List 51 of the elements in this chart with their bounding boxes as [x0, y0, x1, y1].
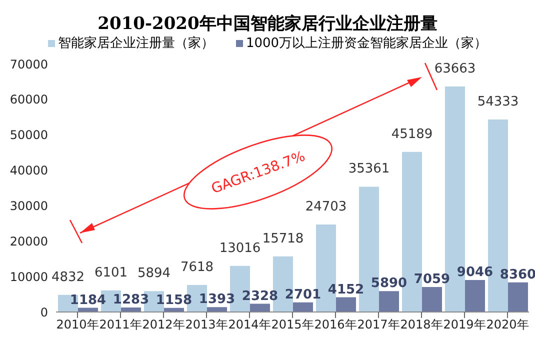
y-tick-label: 10000 — [10, 270, 48, 284]
data-label: 1184 — [70, 292, 106, 308]
x-tick-label: 2010年 — [56, 318, 99, 332]
bar — [293, 302, 313, 312]
data-label: 1283 — [112, 292, 150, 308]
bar — [422, 286, 442, 312]
data-label: 24703 — [305, 199, 347, 214]
data-label: 2328 — [242, 288, 278, 304]
data-label: 7618 — [180, 260, 214, 276]
y-tick-label: 60000 — [10, 92, 48, 107]
y-tick-label: 50000 — [10, 128, 48, 142]
data-label: 54333 — [477, 94, 519, 110]
chart-title: 2010-2020年中国智能家居行业企业注册量 — [96, 13, 438, 34]
bar — [207, 307, 227, 312]
x-tick-label: 2011年 — [99, 318, 142, 332]
y-tick-label: 30000 — [10, 198, 48, 213]
x-tick-label: 2020年 — [486, 318, 529, 332]
data-label: 15718 — [262, 231, 304, 246]
y-tick-label: 70000 — [10, 57, 48, 72]
data-label: 4152 — [328, 282, 364, 298]
data-label: 45189 — [391, 126, 433, 142]
x-tick-label: 2017年 — [357, 318, 400, 332]
data-label: 35361 — [348, 162, 390, 177]
y-tick-label: 40000 — [10, 164, 48, 178]
data-label: 9046 — [456, 264, 494, 280]
legend-label: 1000万以上注册资金智能家居企业（家） — [246, 35, 488, 52]
data-label: 6101 — [94, 265, 128, 280]
y-tick-label: 0 — [40, 305, 48, 320]
data-label: 2701 — [284, 287, 322, 302]
x-tick-label: 2014年 — [228, 318, 271, 332]
data-label: 1158 — [156, 292, 192, 308]
y-tick-label: 20000 — [10, 234, 48, 248]
data-label: 5894 — [137, 266, 171, 282]
bar — [379, 291, 399, 312]
x-tick-label: 2016年 — [314, 318, 357, 332]
x-tick-label: 2015年 — [271, 318, 314, 332]
data-label: 7059 — [414, 272, 450, 287]
bar — [336, 297, 356, 312]
data-label: 5890 — [370, 276, 408, 292]
x-tick-label: 2013年 — [185, 318, 228, 332]
x-tick-label: 2012年 — [142, 318, 185, 332]
x-tick-label: 2018年 — [400, 318, 443, 332]
data-label: 13016 — [219, 240, 261, 256]
data-label: 4832 — [51, 270, 85, 285]
legend-label: 智能家居企业注册量（家） — [58, 35, 214, 52]
data-label: 63663 — [434, 61, 476, 76]
bar — [465, 280, 485, 312]
x-tick-label: 2019年 — [443, 318, 486, 332]
bar — [250, 304, 270, 312]
bar — [508, 282, 528, 312]
data-label: 1393 — [198, 292, 236, 308]
